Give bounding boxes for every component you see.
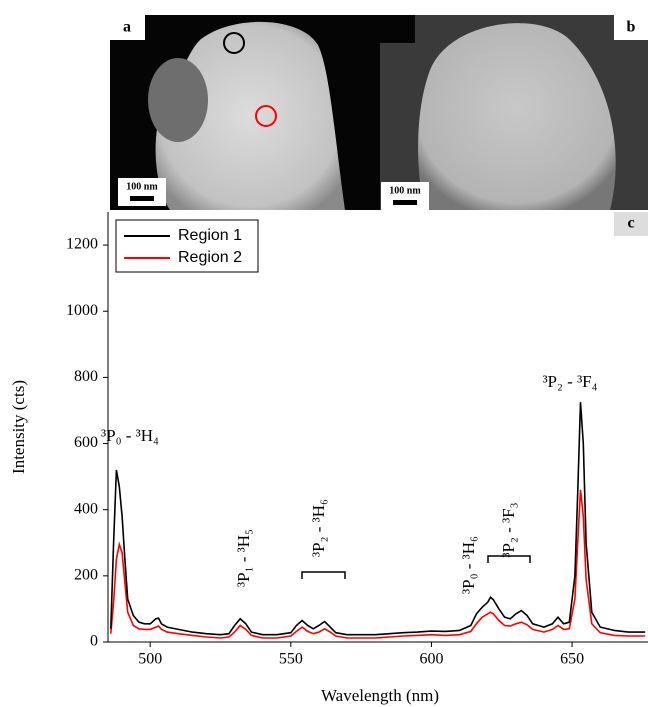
x-axis-label: Wavelength (nm) <box>321 686 439 705</box>
legend <box>115 219 259 273</box>
chart: c Wavelength (nm) Intensity (cts) 0 200 40… <box>9 212 648 705</box>
annotation: ³P₁ - ³H₅ <box>234 529 253 587</box>
label-box <box>110 15 145 40</box>
y-tick-label: 0 <box>90 633 98 650</box>
y-tick-label: 800 <box>74 368 98 385</box>
y-tick-label: 400 <box>74 500 98 517</box>
bracket <box>487 555 531 563</box>
annotation: ³P₀ - ³H₆ <box>459 536 478 594</box>
region-2-marker <box>255 105 277 127</box>
annotation: ³P₀ - ³H₄ <box>101 426 159 445</box>
y-tick-label: 200 <box>74 567 98 584</box>
x-tick-label: 600 <box>419 651 443 668</box>
annotation: ³P₂ - ³F₃ <box>499 502 518 557</box>
annotation: ³P₂ - ³H₆ <box>309 499 328 557</box>
y-tick-label: 1000 <box>66 302 98 319</box>
bracket <box>301 571 346 579</box>
lobe-a <box>148 58 208 142</box>
y-axis-label: Intensity (cts) <box>9 380 28 474</box>
particle-a <box>155 21 345 210</box>
y-tick-label: 1200 <box>66 236 98 253</box>
series-line <box>110 489 646 639</box>
y-tick-label: 600 <box>74 434 98 451</box>
label-box <box>614 15 648 40</box>
scale-box <box>381 182 429 210</box>
label-box <box>614 212 648 236</box>
panel-a: a 100 nm <box>110 15 415 210</box>
x-tick-label: 550 <box>279 651 303 668</box>
x-tick-label: 500 <box>138 651 162 668</box>
panel-label: c <box>627 215 634 232</box>
scale-bar <box>393 200 417 205</box>
scale-label: 100 nm <box>389 185 421 196</box>
scale-label: 100 nm <box>126 181 158 192</box>
image-a-edge <box>380 15 415 43</box>
particle-b <box>418 23 616 210</box>
legend-label: Region 1 <box>178 227 242 244</box>
legend-label: Region 2 <box>178 249 242 266</box>
region-1-marker <box>223 32 245 54</box>
scale-bar <box>130 196 154 201</box>
panel-b: b 100 nm <box>380 15 648 210</box>
panel-label: a <box>123 19 131 36</box>
x-tick-label: 650 <box>560 651 584 668</box>
annotation: ³P₂ - ³F₄ <box>542 372 597 391</box>
scale-box <box>118 178 166 206</box>
series-line <box>110 402 646 636</box>
panel-label: b <box>627 19 636 36</box>
